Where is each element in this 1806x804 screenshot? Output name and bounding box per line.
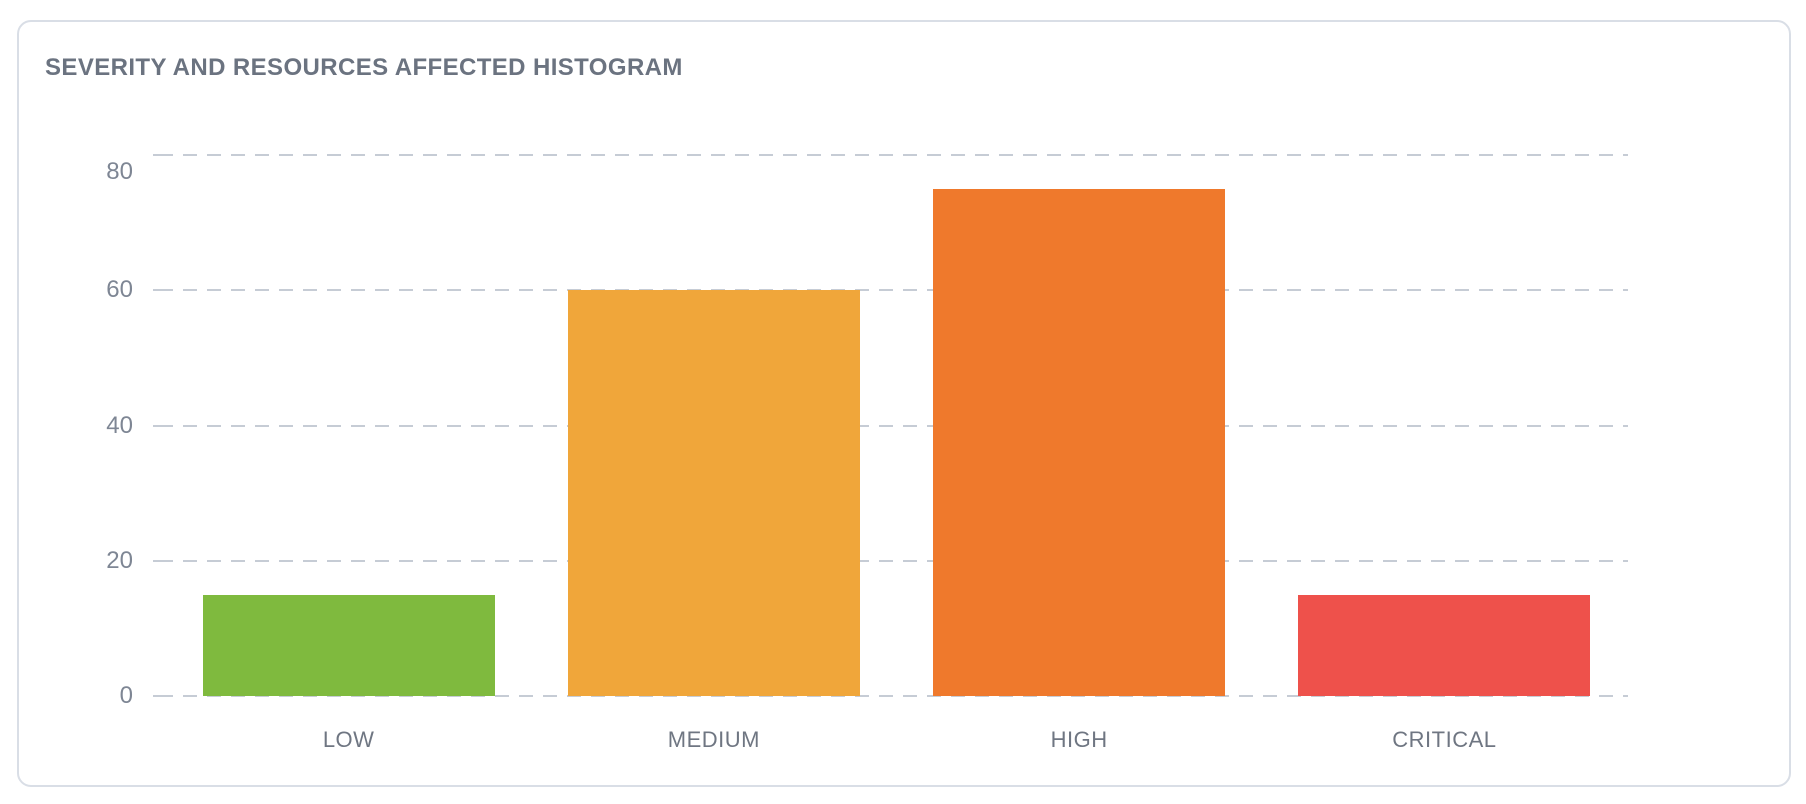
bar-critical[interactable] (1298, 594, 1591, 696)
gridline-60 (153, 289, 1628, 292)
y-axis-tick-label-80: 80 (106, 158, 133, 185)
x-axis-label-low: LOW (322, 727, 375, 752)
y-axis-tick-label-0: 0 (119, 682, 133, 709)
chart-title: SEVERITY AND RESOURCES AFFECTED HISTOGRA… (45, 54, 683, 81)
x-axis-label-critical: CRITICAL (1392, 727, 1497, 752)
bar-low[interactable] (202, 594, 495, 696)
bar-high[interactable] (933, 188, 1226, 696)
gridline-80 (153, 154, 1628, 156)
chart-card: SEVERITY AND RESOURCES AFFECTED HISTOGRA… (17, 20, 1791, 787)
gridline-0 (153, 695, 1628, 697)
gridline-20 (153, 559, 1628, 562)
y-axis-tick-label-60: 60 (106, 276, 133, 304)
gridline-40 (153, 424, 1628, 427)
y-axis-tick-label-20: 20 (106, 546, 133, 574)
plot-area: 0 20 40 60 80 LOW MEDIUM HIGH CRITICAL (19, 22, 1789, 785)
x-axis-label-high: HIGH (1050, 727, 1108, 752)
y-axis-tick-label-40: 40 (106, 411, 133, 439)
bar-medium[interactable] (567, 290, 860, 696)
x-axis-label-medium: MEDIUM (667, 727, 760, 752)
